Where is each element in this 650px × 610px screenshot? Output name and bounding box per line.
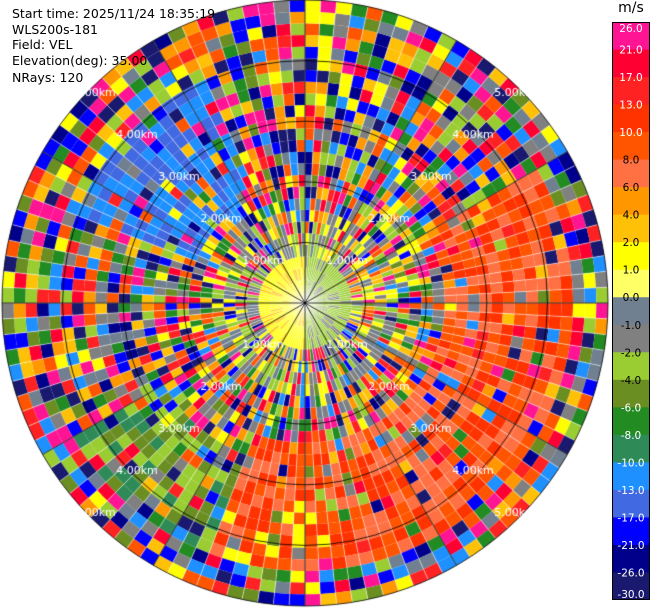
colorbar-bin (612, 407, 650, 436)
colorbar-bin (612, 489, 650, 518)
colorbar-bin (612, 187, 650, 216)
colorbar-bin (612, 324, 650, 353)
colorbar-tick-label: 17.0 (619, 72, 642, 84)
field-label: Field: VEL (12, 37, 73, 52)
colorbar-tick-label: -8.0 (621, 430, 642, 442)
colorbar-tick-label: 26.0 (619, 23, 642, 35)
colorbar-tick-label: 4.0 (623, 210, 640, 222)
colorbar-tick-label: 6.0 (623, 182, 640, 194)
colorbar-tick-label: -21.0 (617, 540, 644, 552)
colorbar-bin (612, 77, 650, 106)
colorbar-bin (612, 22, 650, 51)
colorbar-tick-label: -17.0 (617, 512, 644, 524)
start-time-label: Start time: 2025/11/24 18:35:19 (12, 6, 216, 21)
colorbar-bin (612, 352, 650, 381)
nrays-label: NRays: 120 (12, 70, 84, 85)
colorbar-bin (612, 132, 650, 161)
colorbar-tick-label: -6.0 (621, 402, 642, 414)
colorbar-bin (612, 544, 650, 573)
colorbar-bin (612, 269, 650, 298)
colorbar-bin (612, 49, 650, 78)
colorbar-unit: m/s (618, 0, 644, 16)
instrument-label: WLS200s-181 (12, 22, 98, 37)
colorbar: 26.0 21.0 17.0 13.0 10.0 8.0 6.0 4.0 2.0 1.0 0.0 -1… (612, 22, 650, 600)
colorbar-tick-label: 13.0 (619, 100, 642, 112)
colorbar-tick-label: -30.0 (617, 589, 644, 600)
colorbar-tick-label: -2.0 (621, 347, 642, 359)
elevation-label: Elevation(deg): 35.00 (12, 53, 148, 68)
colorbar-bin (612, 379, 650, 408)
colorbar-tick-label: -13.0 (617, 485, 644, 497)
velocity-ppi-plot (0, 0, 612, 610)
colorbar-bin (612, 159, 650, 188)
colorbar-tick-label: -1.0 (621, 320, 642, 332)
colorbar-bin (612, 242, 650, 271)
colorbar-bin (612, 297, 650, 326)
colorbar-bin (612, 572, 650, 600)
colorbar-tick-label: 10.0 (619, 127, 642, 139)
colorbar-bin (612, 214, 650, 243)
colorbar-bin (612, 462, 650, 491)
colorbar-tick-label: -10.0 (617, 457, 644, 469)
colorbar-tick-label: 0.0 (623, 292, 640, 304)
colorbar-tick-label: 21.0 (619, 45, 642, 57)
colorbar-tick-label: 2.0 (623, 237, 640, 249)
colorbar-tick-label: -26.0 (617, 567, 644, 579)
colorbar-tick-label: 1.0 (623, 265, 640, 277)
colorbar-tick-label: -4.0 (621, 375, 642, 387)
colorbar-tick-label: 8.0 (623, 155, 640, 167)
colorbar-bin (612, 104, 650, 133)
colorbar-bin (612, 434, 650, 463)
colorbar-bin (612, 517, 650, 546)
